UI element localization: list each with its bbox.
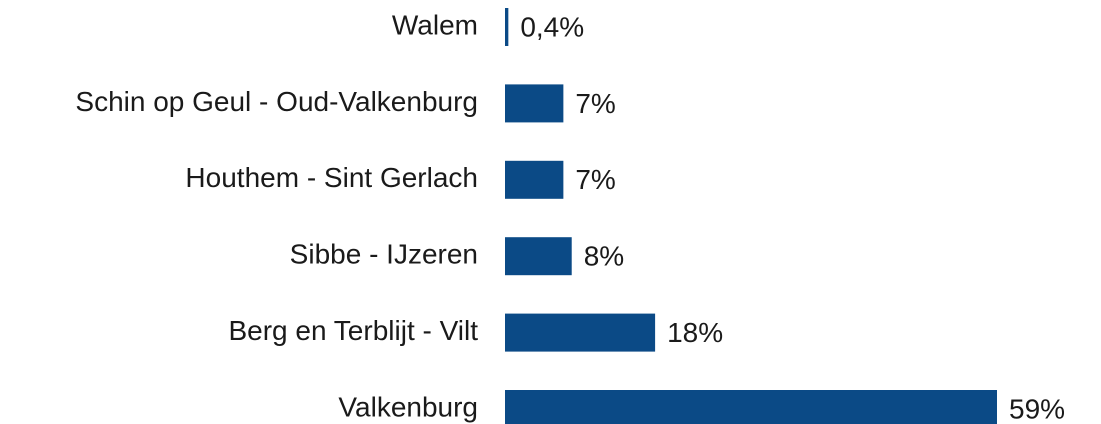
category-label: Berg en Terblijt - Vilt (228, 315, 478, 346)
category-label: Valkenburg (338, 391, 478, 422)
category-label: Walem (392, 9, 478, 40)
value-label: 8% (584, 241, 624, 272)
value-label: 7% (575, 164, 615, 195)
bar (505, 390, 997, 424)
bar (505, 237, 572, 276)
category-label: Schin op Geul - Oud-Valkenburg (75, 86, 478, 117)
value-label: 18% (667, 317, 723, 348)
value-label: 59% (1009, 393, 1065, 424)
value-label: 7% (575, 88, 615, 119)
bar (505, 8, 509, 46)
value-label: 0,4% (520, 11, 584, 42)
bar (505, 313, 656, 352)
bar (505, 160, 564, 199)
bar (505, 84, 564, 123)
category-label: Houthem - Sint Gerlach (185, 162, 478, 193)
category-label: Sibbe - IJzeren (290, 239, 478, 270)
